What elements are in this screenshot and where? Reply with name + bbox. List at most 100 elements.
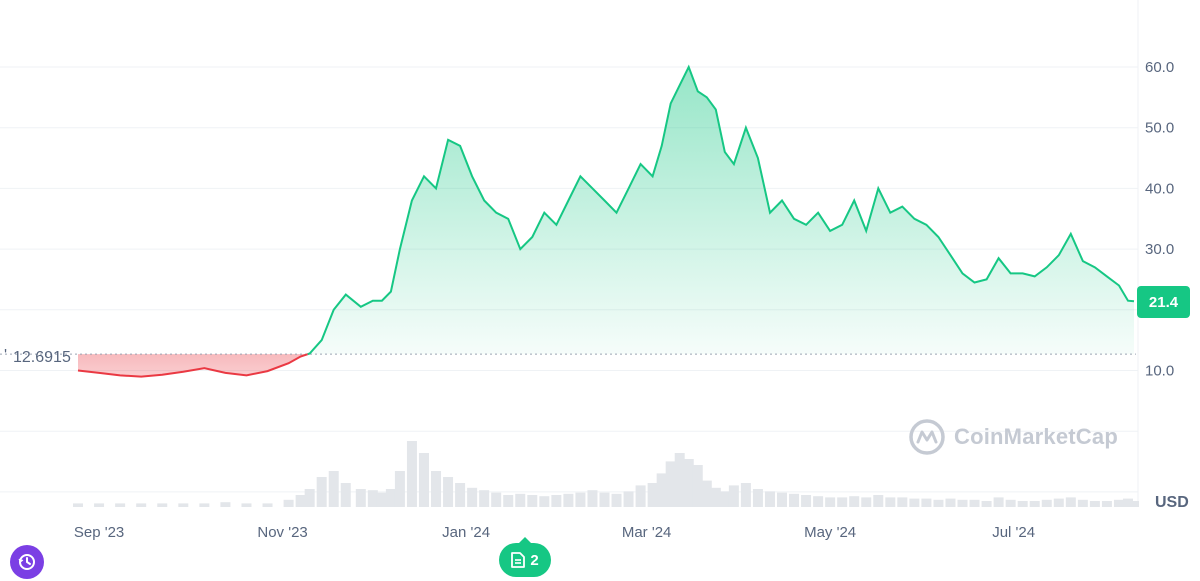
volume-bar	[479, 490, 490, 507]
volume-bar	[665, 461, 676, 507]
volume-bar	[740, 483, 751, 507]
volume-bar	[945, 498, 956, 507]
x-tick-label: May '24	[804, 524, 856, 541]
volume-bar	[674, 453, 685, 507]
volume-bar	[328, 471, 339, 507]
volume-bar	[921, 498, 932, 507]
volume-bar	[1029, 501, 1040, 507]
volume-bar	[355, 489, 366, 507]
y-tick-label: 10.0	[1145, 363, 1174, 380]
volume-bar	[1089, 501, 1100, 507]
volume-bar	[801, 495, 812, 507]
y-tick-label: 60.0	[1145, 59, 1174, 76]
y-tick-label: 30.0	[1145, 241, 1174, 258]
volume-bar	[575, 492, 586, 507]
notes-count: 2	[530, 551, 539, 569]
volume-bar	[825, 497, 836, 507]
volume-bar	[295, 495, 306, 507]
volume-bar	[241, 503, 252, 507]
volume-bar	[728, 485, 739, 507]
volume-bar	[933, 499, 944, 507]
volume-bar	[719, 491, 730, 507]
volume-bar	[503, 495, 514, 507]
watermark-text: CoinMarketCap	[954, 424, 1118, 449]
history-button[interactable]	[10, 545, 44, 579]
volume-bar	[1053, 498, 1064, 507]
volume-bar	[635, 485, 646, 507]
volume-bar	[539, 496, 550, 507]
coinmarketcap-logo-icon	[909, 419, 945, 455]
volume-bar	[837, 497, 848, 507]
volume-bar	[692, 465, 703, 507]
y-tick-label: 50.0	[1145, 120, 1174, 137]
volume-bar	[623, 491, 634, 507]
y-axis: 10.020.030.040.050.060.0	[1145, 59, 1174, 380]
x-tick-label: Nov '23	[257, 524, 307, 541]
volume-bar	[1129, 501, 1139, 507]
volume-bar	[647, 483, 658, 507]
volume-bar	[385, 489, 396, 507]
document-icon	[511, 552, 526, 568]
coinmarketcap-watermark: CoinMarketCap	[908, 418, 1118, 456]
volume-bar	[443, 477, 454, 507]
volume-bar	[861, 497, 872, 507]
down-area	[78, 354, 308, 377]
volume-bar	[527, 495, 538, 507]
volume-bar	[701, 480, 712, 507]
current-price-badge: 21.4	[1137, 286, 1190, 318]
volume-bar	[813, 496, 824, 507]
volume-bar	[957, 499, 968, 507]
volume-bar	[551, 495, 562, 507]
volume-bar	[1017, 501, 1028, 507]
volume-bar	[491, 492, 502, 507]
currency-label: USD	[1155, 494, 1189, 511]
volume-bar	[789, 493, 800, 507]
volume-bar	[199, 503, 210, 507]
volume-bar	[1077, 499, 1088, 507]
volume-bar	[587, 490, 598, 507]
x-tick-label: Mar '24	[622, 524, 672, 541]
volume-bar	[981, 501, 992, 507]
volume-bar	[367, 490, 378, 507]
volume-bar	[849, 496, 860, 507]
volume-bar	[1041, 499, 1052, 507]
volume-bar	[873, 495, 884, 507]
volume-bar	[1122, 498, 1133, 507]
y-tick-label: 40.0	[1145, 180, 1174, 197]
volume-bar	[136, 503, 147, 507]
volume-bar	[897, 497, 908, 507]
volume-bar	[885, 497, 896, 507]
price-line-down	[77, 353, 309, 378]
volume-bar	[710, 487, 721, 507]
notes-button[interactable]: 2	[499, 537, 551, 577]
volume-bar	[1101, 501, 1112, 507]
volume-bar	[683, 459, 694, 507]
history-icon	[18, 554, 35, 570]
reference-tick-mark: '	[4, 347, 7, 364]
volume-bar	[656, 473, 667, 507]
volume-bar	[563, 493, 574, 507]
volume-bar	[993, 497, 1004, 507]
volume-bar	[283, 499, 294, 507]
volume-bar	[764, 491, 775, 507]
x-tick-label: Sep '23	[74, 524, 124, 541]
volume-bar	[1065, 497, 1076, 507]
volume-bar	[418, 453, 429, 507]
volume-bar	[752, 489, 763, 507]
volume-bar	[406, 441, 417, 507]
volume-bar	[115, 503, 126, 507]
volume-bar	[777, 492, 787, 507]
volume-bar	[909, 498, 920, 507]
volume-bar	[316, 477, 327, 507]
volume-bar	[304, 489, 315, 507]
price-line-up	[307, 64, 1135, 356]
volume-bar	[515, 493, 526, 507]
up-area	[307, 67, 1134, 355]
volume-bar	[599, 492, 610, 507]
volume-bar	[94, 503, 105, 507]
volume-bars	[73, 441, 1139, 507]
volume-bar	[611, 493, 622, 507]
volume-bar	[467, 487, 478, 507]
volume-bar	[262, 503, 273, 507]
